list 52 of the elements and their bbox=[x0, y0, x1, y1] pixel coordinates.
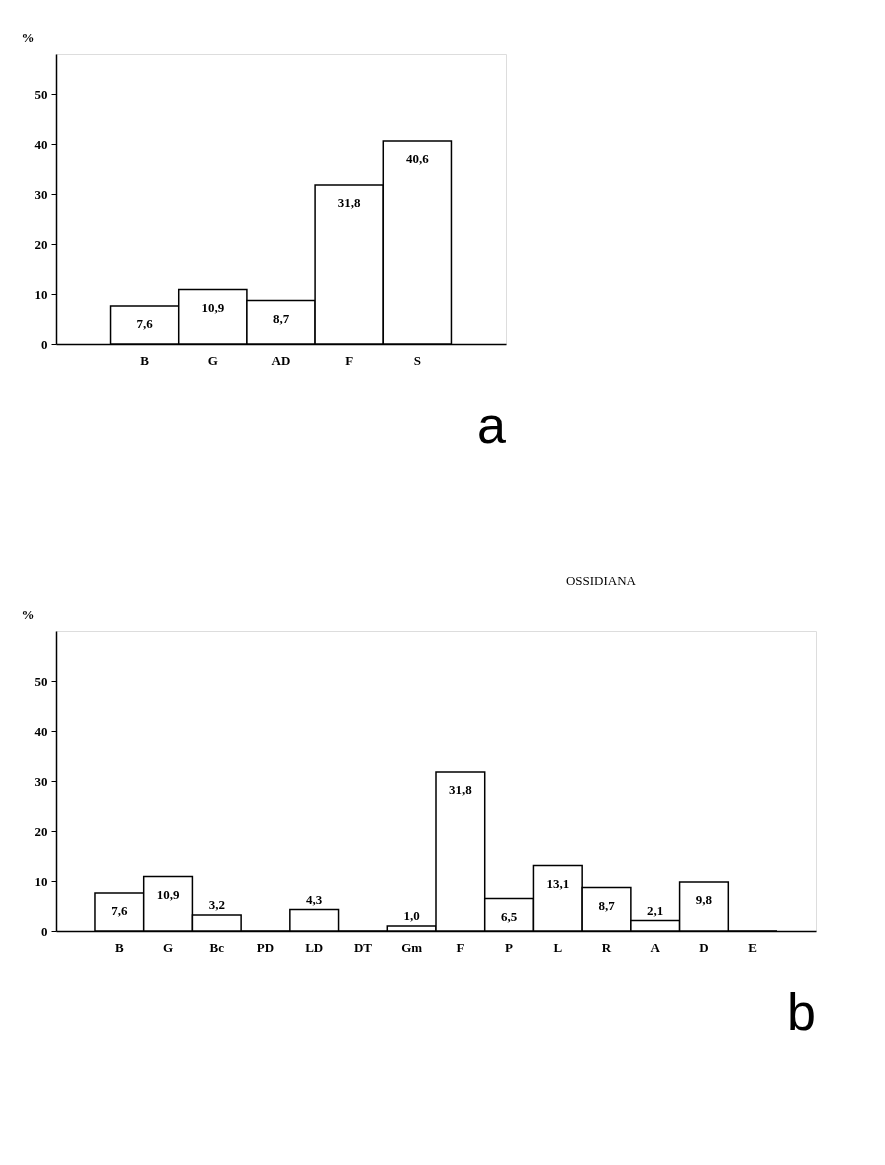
y-tick-label: 0 bbox=[41, 336, 48, 352]
x-tick-label: B bbox=[140, 352, 150, 368]
x-tick-label: Bc bbox=[209, 939, 225, 955]
y-tick-label: 20 bbox=[34, 236, 48, 252]
x-tick-label: R bbox=[601, 939, 612, 955]
y-tick-label: 10 bbox=[34, 873, 48, 889]
y-tick-label: 30 bbox=[34, 773, 48, 789]
data-label: 40,6 bbox=[405, 151, 430, 166]
y-axis-title: % bbox=[21, 606, 35, 622]
x-tick-label: A bbox=[650, 939, 661, 955]
x-tick-label: PD bbox=[256, 939, 275, 955]
x-tick-label: F bbox=[456, 939, 465, 955]
x-tick-label: E bbox=[748, 939, 757, 955]
x-tick-label: F bbox=[345, 352, 354, 368]
text: b bbox=[787, 983, 816, 1041]
data-label: 13,1 bbox=[546, 875, 570, 891]
data-label: 7,6 bbox=[111, 903, 128, 918]
y-tick-label: 10 bbox=[34, 286, 48, 302]
x-tick-label: G bbox=[207, 352, 218, 368]
data-label: 6,5 bbox=[500, 908, 518, 924]
y-axis-title: % bbox=[21, 29, 35, 45]
data-label: 10,9 bbox=[156, 886, 180, 902]
x-tick-label: LD bbox=[305, 939, 324, 955]
x-tick-label: S bbox=[413, 352, 421, 368]
x-tick-label: L bbox=[553, 939, 563, 955]
y-tick-label: 40 bbox=[34, 136, 48, 152]
x-tick-label: DT bbox=[353, 939, 373, 955]
chart-title: OSSIDIANA bbox=[565, 573, 637, 588]
y-tick-label: 30 bbox=[34, 186, 48, 202]
data-label: 2,1 bbox=[647, 902, 664, 918]
data-label: 8,7 bbox=[598, 897, 616, 913]
data-label: 8,7 bbox=[272, 310, 290, 326]
x-tick-label: B bbox=[115, 939, 124, 955]
y-tick-label: 50 bbox=[34, 86, 48, 102]
data-label: 3,2 bbox=[208, 897, 225, 912]
text: a bbox=[477, 396, 507, 454]
data-label: 9,8 bbox=[695, 892, 713, 907]
y-tick-label: 40 bbox=[34, 723, 48, 739]
data-label: 4,3 bbox=[306, 891, 323, 907]
y-tick-label: 20 bbox=[34, 823, 48, 839]
y-tick-label: 50 bbox=[34, 673, 48, 689]
data-label: 1,0 bbox=[403, 908, 420, 923]
y-tick-label: 0 bbox=[41, 923, 48, 939]
x-tick-label: P bbox=[505, 939, 514, 955]
x-tick-label: D bbox=[699, 939, 709, 955]
x-tick-label: AD bbox=[271, 352, 291, 368]
x-tick-label: G bbox=[162, 939, 174, 955]
data-label: 7,6 bbox=[136, 316, 154, 331]
data-label: 10,9 bbox=[201, 299, 225, 315]
data-label: 31,8 bbox=[448, 782, 473, 797]
data-label: 31,8 bbox=[337, 195, 362, 210]
x-tick-label: Gm bbox=[401, 939, 423, 955]
